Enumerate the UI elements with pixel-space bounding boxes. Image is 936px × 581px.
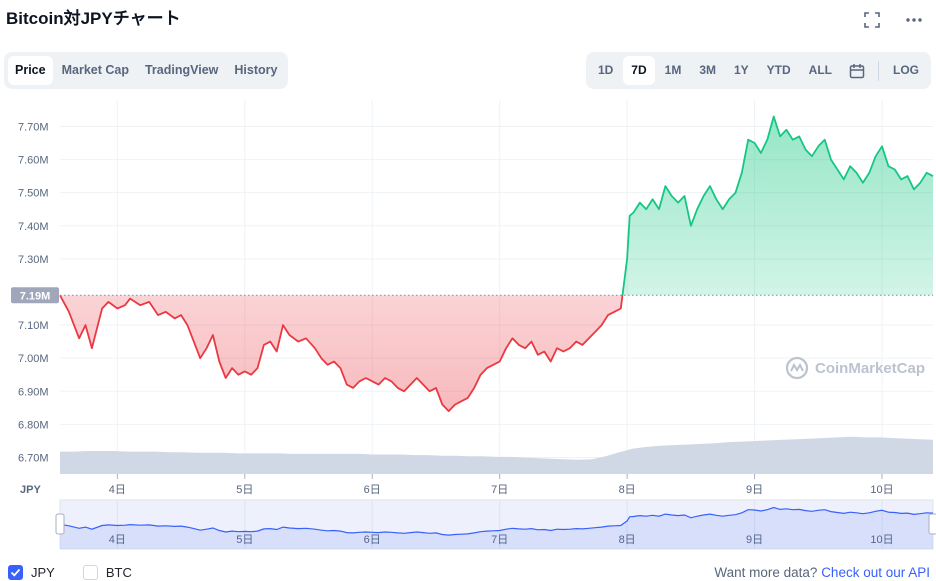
y-tick-label: 6.70M bbox=[18, 452, 49, 464]
x-tick-label: 5日 bbox=[236, 484, 253, 496]
x-tick-label: 7日 bbox=[491, 484, 508, 496]
currency-axis-label: JPY bbox=[20, 484, 41, 496]
range-1y[interactable]: 1Y bbox=[733, 63, 749, 77]
watermark-text: CoinMarketCap bbox=[815, 359, 926, 377]
coinmarketcap-logo-icon bbox=[785, 356, 809, 380]
navigator-line bbox=[59, 506, 934, 536]
chart-title: Bitcoin対JPYチャート bbox=[6, 9, 181, 28]
x-tick-label: 6日 bbox=[364, 484, 381, 496]
x-tick-label: 4日 bbox=[109, 484, 126, 496]
api-promo: Want more data? Check out our API bbox=[714, 565, 930, 580]
coinmarketcap-watermark: CoinMarketCap bbox=[785, 356, 925, 380]
y-tick-label: 6.90M bbox=[18, 386, 49, 398]
y-tick-label: 7.30M bbox=[18, 254, 49, 266]
volume-area bbox=[60, 436, 933, 474]
price-fills bbox=[60, 116, 933, 412]
range-all[interactable]: ALL bbox=[808, 63, 832, 77]
navigator-tick-label: 5日 bbox=[236, 534, 253, 546]
tab-history[interactable]: History bbox=[234, 63, 278, 77]
top-icons bbox=[862, 10, 924, 30]
tab-price[interactable]: Price bbox=[8, 56, 53, 85]
navigator-handle-left[interactable] bbox=[55, 513, 65, 535]
api-link[interactable]: Check out our API bbox=[821, 565, 930, 580]
baseline-label: 7.19M bbox=[20, 290, 51, 302]
volume-shape bbox=[60, 436, 933, 474]
price-chart[interactable]: 7.70M 7.60M 7.50M 7.40M 7.30M 7.10M 7.00M 6.90M… bbox=[0, 0, 936, 560]
range-1d[interactable]: 1D bbox=[597, 63, 614, 77]
log-scale-toggle[interactable]: LOG bbox=[893, 63, 919, 77]
navigator-tick-label: 8日 bbox=[619, 534, 636, 546]
price-lines bbox=[59, 115, 934, 412]
y-tick-label: 7.40M bbox=[18, 221, 49, 233]
jpy-label: JPY bbox=[31, 565, 55, 580]
navigator-tick-label: 4日 bbox=[109, 534, 126, 546]
range-divider bbox=[878, 60, 879, 81]
fullscreen-icon[interactable] bbox=[862, 10, 882, 30]
y-tick-label: 7.00M bbox=[18, 353, 49, 365]
navigator-tick-label: 6日 bbox=[364, 534, 381, 546]
btc-checkbox[interactable] bbox=[82, 565, 98, 580]
baseline-badge bbox=[11, 287, 59, 304]
calendar-icon[interactable] bbox=[842, 56, 872, 85]
range-1m[interactable]: 1M bbox=[664, 63, 682, 77]
x-tick-label: 10日 bbox=[870, 484, 893, 496]
y-tick-label: 7.60M bbox=[18, 155, 49, 167]
x-tick-label: 9日 bbox=[746, 484, 763, 496]
area-below-baseline bbox=[60, 295, 933, 412]
range-navigator: 4日 5日 6日 7日 8日 9日 10日 bbox=[55, 499, 936, 550]
chart-type-tabs: Price Market Cap TradingView History bbox=[4, 52, 289, 89]
area-above-baseline bbox=[622, 116, 933, 296]
price-line-up bbox=[60, 115, 934, 296]
navigator-handle-right[interactable] bbox=[928, 513, 936, 535]
range-ytd[interactable]: YTD bbox=[766, 63, 791, 77]
btc-label: BTC bbox=[105, 565, 132, 580]
y-tick-label: 7.70M bbox=[18, 121, 49, 133]
x-tick-label: 8日 bbox=[619, 484, 636, 496]
y-tick-label: 7.10M bbox=[18, 320, 49, 332]
y-axis: 7.70M 7.60M 7.50M 7.40M 7.30M 7.10M 7.00M 6.90M… bbox=[11, 121, 59, 464]
api-text: Want more data? bbox=[714, 565, 818, 580]
range-7d[interactable]: 7D bbox=[623, 56, 655, 85]
y-tick-label: 6.80M bbox=[18, 419, 49, 431]
navigator-tick-label: 7日 bbox=[491, 534, 508, 546]
navigator-tick-label: 10日 bbox=[870, 534, 893, 546]
currency-toggles: JPY BTC bbox=[8, 565, 132, 580]
jpy-checkbox[interactable] bbox=[8, 565, 23, 580]
more-options-icon[interactable] bbox=[904, 10, 924, 30]
navigator-area bbox=[60, 507, 933, 549]
tab-market-cap[interactable]: Market Cap bbox=[61, 63, 129, 77]
tab-tradingview[interactable]: TradingView bbox=[144, 63, 219, 77]
range-3m[interactable]: 3M bbox=[699, 63, 716, 77]
x-axis: 4日 5日 6日 7日 8日 9日 10日 JPY bbox=[20, 474, 894, 496]
price-line-down bbox=[59, 295, 624, 412]
navigator-tick-label: 9日 bbox=[746, 534, 763, 546]
y-tick-label: 7.50M bbox=[18, 188, 49, 200]
time-range-selector: 1D 7D 1M 3M 1Y YTD ALL LOG bbox=[585, 52, 931, 89]
